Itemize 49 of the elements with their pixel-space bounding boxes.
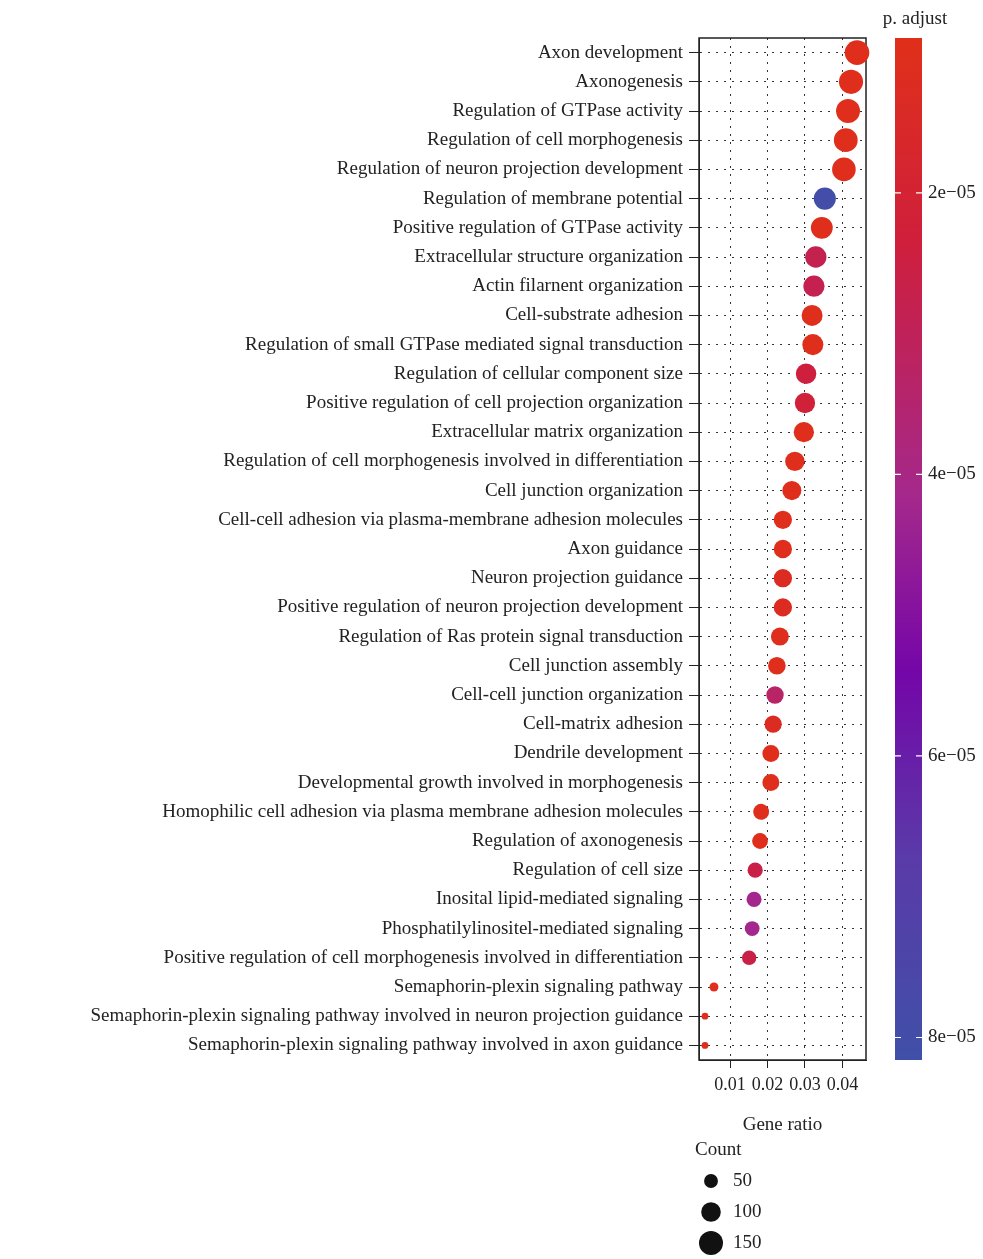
y-tick-label: Dendrile development <box>513 741 684 763</box>
x-tick-label: 0.02 <box>751 1073 784 1094</box>
legend-title: Count <box>695 1138 743 1159</box>
y-tick-label: Regulation of cell morphogenesis <box>427 128 683 150</box>
y-tick-label: Cell-cell junction organization <box>451 682 684 704</box>
color-bar-label: 8e−05 <box>928 1025 976 1047</box>
y-tick-label: Semaphorin-plexin signaling pathway <box>393 974 684 996</box>
y-tick-label: Cell-matrix adhesion <box>523 712 684 734</box>
y-tick-label: Axonogenesis <box>575 69 683 91</box>
y-tick-label: Semaphorin-plexin signaling pathway involved in neuron projection guidance <box>90 1004 683 1026</box>
y-tick-label: Regulation of cellular component size <box>393 361 683 383</box>
y-tick-label: Inosital lipid-mediated signaling <box>436 887 684 909</box>
y-tick-label: Semaphorin-plexin signaling pathway involved in axon guidance <box>188 1033 683 1055</box>
y-tick-label: Positive regulation of neuron projection development <box>277 595 684 617</box>
y-tick-label: Cell junction assembly <box>508 653 684 675</box>
legend-label: 150 <box>733 1230 762 1252</box>
y-tick-label: Positive regulation of GTPase activity <box>392 215 684 237</box>
y-tick-label: Cell junction organization <box>484 478 684 500</box>
legend-label: 50 <box>733 1168 752 1190</box>
y-tick-label: Actin filarnent organization <box>472 274 684 296</box>
y-tick-label: Neuron projection guidance <box>470 566 683 588</box>
y-tick-label: Regulation of axonogenesis <box>471 828 683 850</box>
y-tick-label: Phosphatilylinositel-mediated signaling <box>381 916 684 938</box>
color-bar-title: p. adjust <box>882 7 948 28</box>
x-axis-title: Gene ratio <box>742 1112 823 1134</box>
color-bar-label: 6e−05 <box>928 743 976 765</box>
y-tick-label: Homophilic cell adhesion via plasma membrane adhesion molecules <box>162 799 683 821</box>
y-tick-label: Developmental growth involved in morphogenesis <box>297 770 683 792</box>
y-tick-label: Axon development <box>537 40 684 62</box>
y-tick-label: Regulation of neuron projection development <box>336 157 684 179</box>
y-tick-label: Extracellular structure organization <box>414 244 684 266</box>
x-tick-label: 0.04 <box>826 1073 859 1094</box>
y-tick-label: Cell-cell adhesion via plasma-membrane adhesion molecules <box>218 507 683 529</box>
color-bar-label: 2e−05 <box>928 180 976 202</box>
y-tick-label: Regulation of cell size <box>512 858 683 880</box>
legend-label: 100 <box>733 1199 762 1221</box>
y-tick-label: Cell-substrate adhesion <box>505 303 684 325</box>
y-tick-label: Regulation of cell morphogenesis involved in differentiation <box>223 449 684 471</box>
y-tick-label: Axon guidance <box>567 536 683 558</box>
y-tick-label: Regulation of GTPase activity <box>452 98 684 120</box>
y-tick-label: Positive regulation of cell morphogenesis involved in differentiation <box>163 945 684 967</box>
x-tick-label: 0.03 <box>789 1073 821 1094</box>
y-tick-label: Positive regulation of cell projection organization <box>306 390 684 412</box>
y-tick-label: Regulation of membrane potential <box>422 186 683 208</box>
y-tick-label: Extracellular matrix organization <box>431 420 684 442</box>
color-bar-label: 4e−05 <box>928 462 976 484</box>
y-tick-label: Regulation of small GTPase mediated signal transduction <box>245 332 684 354</box>
y-tick-label: Regulation of Ras protein signal transduction <box>338 624 684 646</box>
x-tick-label: 0.01 <box>714 1073 746 1094</box>
